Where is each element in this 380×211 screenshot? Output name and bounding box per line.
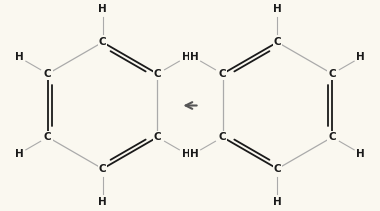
- Text: C: C: [328, 132, 336, 142]
- Text: C: C: [99, 37, 106, 47]
- Text: C: C: [274, 164, 281, 174]
- Text: H: H: [15, 149, 24, 159]
- Text: H: H: [15, 52, 24, 62]
- Text: C: C: [219, 132, 226, 142]
- Text: H: H: [98, 197, 107, 207]
- Text: C: C: [274, 37, 281, 47]
- Text: C: C: [328, 69, 336, 79]
- Text: H: H: [356, 52, 365, 62]
- Text: C: C: [44, 69, 52, 79]
- Text: H: H: [190, 52, 198, 62]
- Text: H: H: [182, 149, 190, 159]
- Text: C: C: [44, 132, 52, 142]
- Text: H: H: [98, 4, 107, 14]
- Text: H: H: [356, 149, 365, 159]
- Text: H: H: [273, 197, 282, 207]
- Text: C: C: [154, 69, 161, 79]
- Text: C: C: [99, 164, 106, 174]
- Text: H: H: [190, 149, 198, 159]
- Text: C: C: [219, 69, 226, 79]
- Text: C: C: [154, 132, 161, 142]
- Text: H: H: [273, 4, 282, 14]
- Text: H: H: [182, 52, 190, 62]
